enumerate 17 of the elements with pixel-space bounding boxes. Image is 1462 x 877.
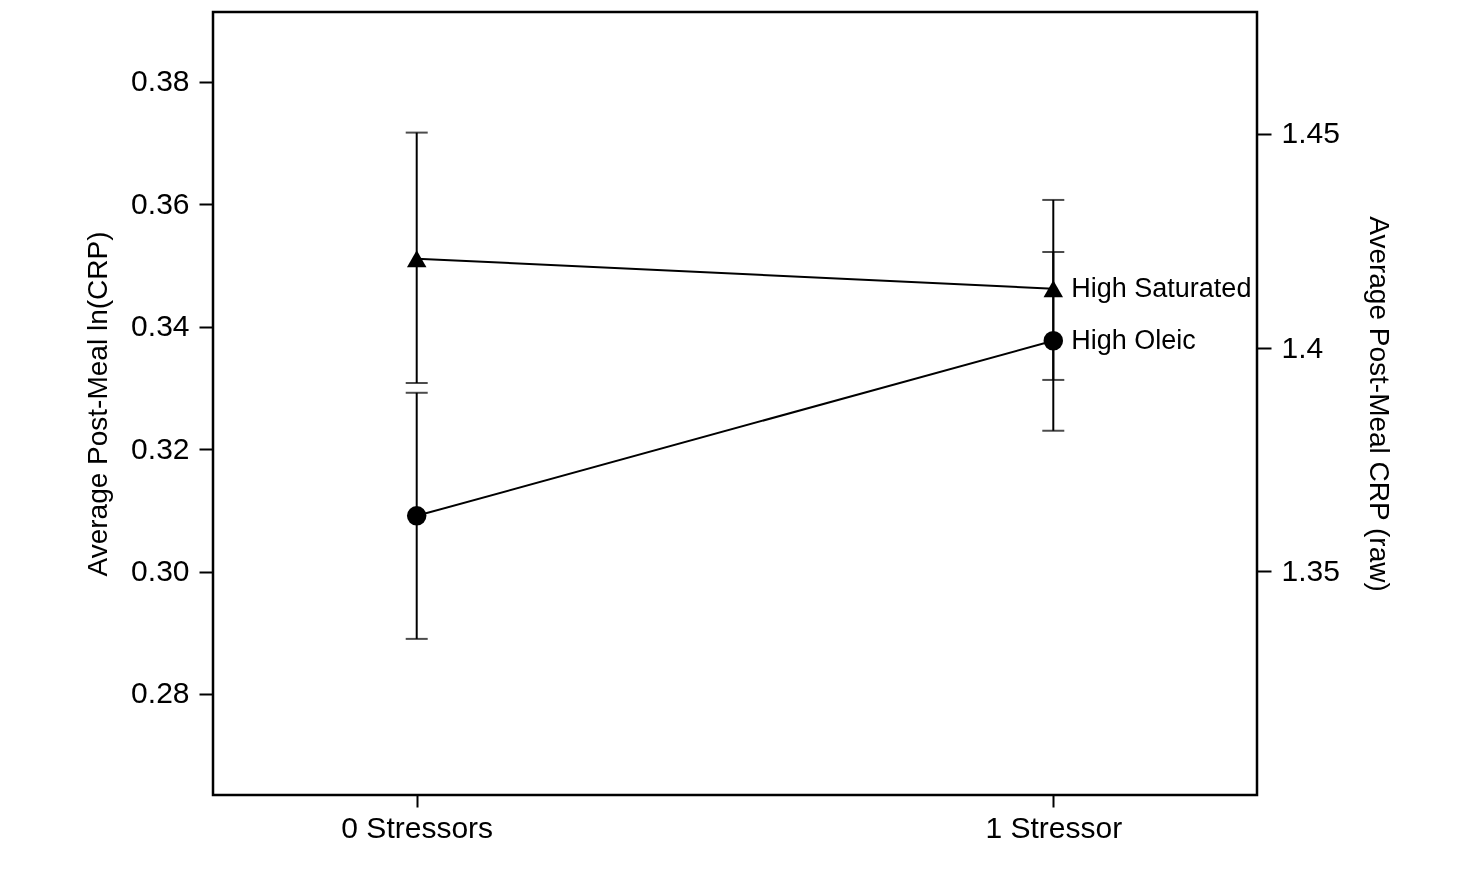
x-tick-label: 0 Stressors [341, 810, 494, 844]
y2-tick-label: 1.35 [1281, 553, 1340, 587]
series-label: High Oleic [1071, 324, 1196, 355]
y2-axis-title: Average Post-Meal CRP (raw) [1363, 216, 1395, 592]
y-tick-label: 0.38 [131, 64, 190, 98]
y2-tick-label: 1.4 [1281, 330, 1324, 364]
y-tick-label: 0.30 [131, 554, 190, 588]
point [1043, 331, 1064, 351]
y-tick-label: 0.34 [131, 309, 190, 343]
y2-tick-label: 1.45 [1281, 116, 1340, 150]
y-tick-label: 0.28 [131, 676, 190, 710]
y-axis-title: Average Post-Meal ln(CRP) [82, 231, 114, 577]
series-label: High Saturated [1071, 272, 1252, 303]
y-tick-label: 0.32 [131, 431, 190, 465]
y-tick-label: 0.36 [131, 186, 190, 220]
point [406, 506, 427, 526]
x-tick-label: 1 Stressor [985, 810, 1123, 844]
